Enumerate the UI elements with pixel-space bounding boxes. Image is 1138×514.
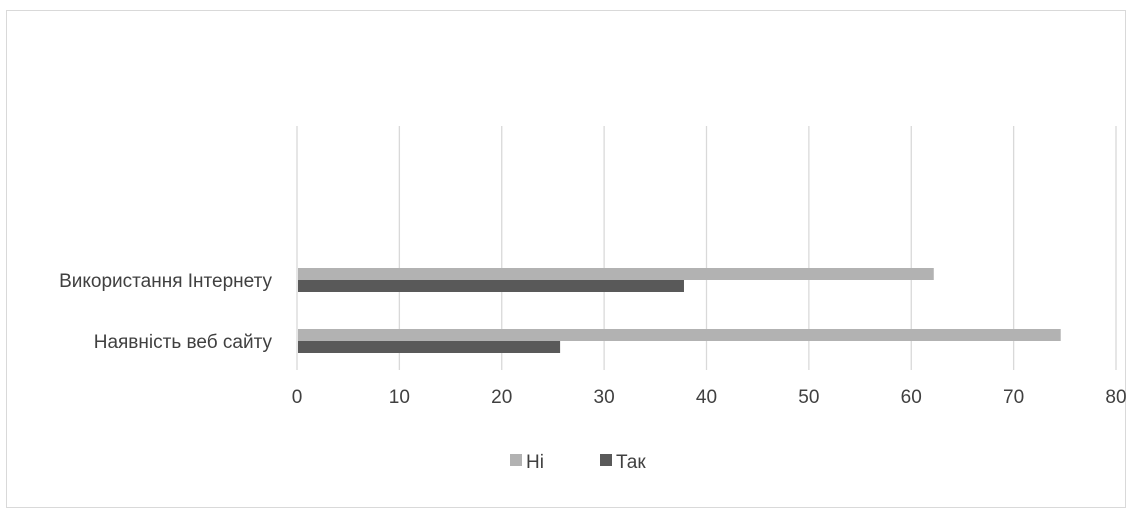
bars (298, 268, 1061, 353)
bar-ni-0 (298, 268, 934, 280)
x-tick-label: 60 (901, 387, 922, 408)
category-label: Наявність веб сайту (94, 332, 273, 353)
legend-label: Так (616, 452, 646, 473)
x-tick-label: 40 (696, 387, 717, 408)
x-tick-label: 50 (798, 387, 819, 408)
legend-swatch (510, 454, 522, 466)
x-tick-label: 20 (491, 387, 512, 408)
legend-swatch (600, 454, 612, 466)
category-labels: Використання Інтернету Наявність веб сайт… (59, 271, 272, 353)
bar-ni-1 (298, 329, 1061, 341)
x-tick-label: 80 (1105, 387, 1126, 408)
bar-tak-1 (298, 341, 561, 353)
x-tick-label: 70 (1003, 387, 1024, 408)
x-tick-label: 30 (594, 387, 615, 408)
x-tick-label: 10 (389, 387, 410, 408)
legend: Ні Так (510, 452, 646, 473)
chart-frame (6, 10, 1126, 508)
category-label: Використання Інтернету (59, 271, 272, 292)
x-tick-label: 0 (292, 387, 303, 408)
legend-label: Ні (526, 452, 544, 473)
x-tick-labels: 0 10 20 30 40 50 60 70 80 (292, 387, 1127, 408)
bar-tak-0 (298, 280, 684, 292)
